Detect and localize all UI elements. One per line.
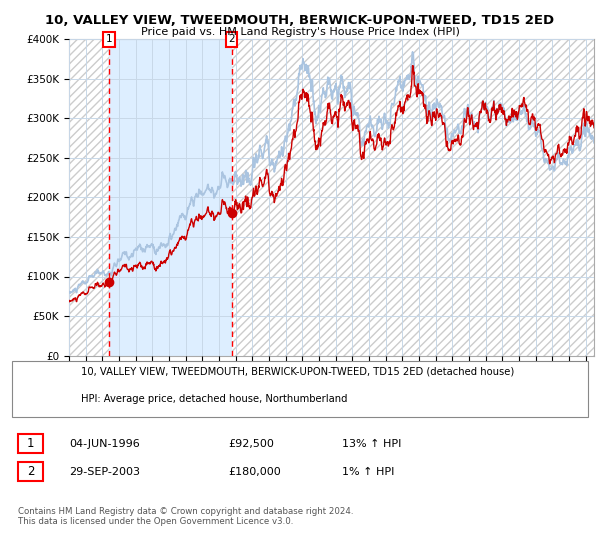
Text: 1: 1 — [106, 34, 113, 44]
Text: 1: 1 — [27, 437, 34, 450]
Text: 04-JUN-1996: 04-JUN-1996 — [69, 438, 140, 449]
Bar — [109, 39, 232, 356]
Text: 2: 2 — [228, 34, 235, 44]
Text: 13% ↑ HPI: 13% ↑ HPI — [342, 438, 401, 449]
Text: 2: 2 — [27, 465, 34, 478]
Bar — [232, 39, 600, 356]
Text: 10, VALLEY VIEW, TWEEDMOUTH, BERWICK-UPON-TWEED, TD15 2ED: 10, VALLEY VIEW, TWEEDMOUTH, BERWICK-UPO… — [46, 14, 554, 27]
Text: £92,500: £92,500 — [228, 438, 274, 449]
Text: £180,000: £180,000 — [228, 466, 281, 477]
Text: 10, VALLEY VIEW, TWEEDMOUTH, BERWICK-UPON-TWEED, TD15 2ED (detached house): 10, VALLEY VIEW, TWEEDMOUTH, BERWICK-UPO… — [81, 366, 514, 376]
Text: HPI: Average price, detached house, Northumberland: HPI: Average price, detached house, Nort… — [81, 394, 347, 404]
Text: 1% ↑ HPI: 1% ↑ HPI — [342, 466, 394, 477]
Text: Price paid vs. HM Land Registry's House Price Index (HPI): Price paid vs. HM Land Registry's House … — [140, 27, 460, 37]
Text: 29-SEP-2003: 29-SEP-2003 — [69, 466, 140, 477]
Bar — [69, 39, 109, 356]
Text: Contains HM Land Registry data © Crown copyright and database right 2024.
This d: Contains HM Land Registry data © Crown c… — [18, 507, 353, 526]
